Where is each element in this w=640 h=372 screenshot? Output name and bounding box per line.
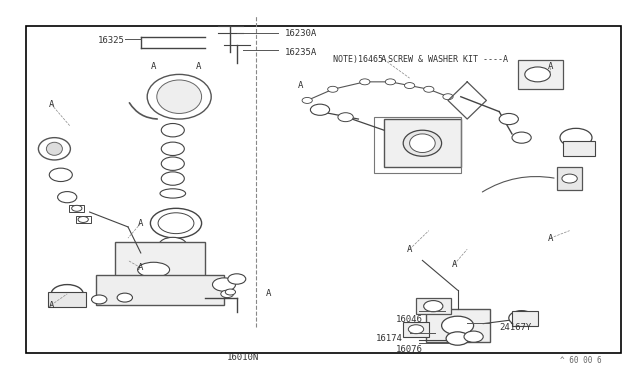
Text: 16076: 16076 (396, 345, 422, 354)
Ellipse shape (47, 142, 63, 155)
Circle shape (499, 113, 518, 125)
Ellipse shape (38, 138, 70, 160)
Circle shape (161, 172, 184, 185)
Circle shape (150, 208, 202, 238)
Text: A: A (298, 81, 303, 90)
Text: NOTE)16465 SCREW & WASHER KIT ----A: NOTE)16465 SCREW & WASHER KIT ----A (333, 55, 508, 64)
Circle shape (560, 128, 592, 147)
Circle shape (562, 174, 577, 183)
Circle shape (310, 104, 330, 115)
Bar (512, 311, 538, 326)
Text: A: A (452, 260, 457, 269)
Bar (426, 309, 490, 342)
Circle shape (78, 217, 88, 222)
Circle shape (51, 285, 83, 303)
Circle shape (338, 113, 353, 122)
Circle shape (360, 79, 370, 85)
Circle shape (161, 157, 184, 170)
Ellipse shape (160, 189, 186, 198)
Text: 16046: 16046 (396, 315, 422, 324)
Text: 16010N: 16010N (227, 353, 259, 362)
Text: A: A (151, 62, 156, 71)
Ellipse shape (147, 74, 211, 119)
Text: 16230A: 16230A (285, 29, 317, 38)
Text: A: A (407, 245, 412, 254)
Bar (563, 141, 595, 156)
Circle shape (92, 295, 107, 304)
Circle shape (49, 168, 72, 182)
Circle shape (328, 86, 338, 92)
Circle shape (443, 94, 453, 100)
Circle shape (228, 274, 246, 284)
Bar (69, 205, 84, 212)
Circle shape (212, 278, 236, 291)
Circle shape (58, 192, 77, 203)
Bar (96, 275, 224, 305)
Bar (115, 242, 205, 279)
Bar (403, 322, 429, 337)
Circle shape (117, 293, 132, 302)
Text: A: A (138, 219, 143, 228)
Ellipse shape (138, 262, 170, 277)
Circle shape (446, 332, 469, 345)
Circle shape (221, 290, 234, 298)
Circle shape (225, 289, 236, 295)
Text: A: A (266, 289, 271, 298)
Circle shape (385, 79, 396, 85)
Circle shape (509, 311, 534, 326)
Bar (374, 117, 461, 173)
Circle shape (159, 237, 187, 254)
Bar (416, 298, 451, 314)
Ellipse shape (403, 130, 442, 156)
Text: 24167Y: 24167Y (499, 323, 531, 332)
Text: 16174: 16174 (376, 334, 403, 343)
Text: 16235A: 16235A (285, 48, 317, 57)
Text: 16325: 16325 (98, 36, 125, 45)
Circle shape (161, 124, 184, 137)
Text: A: A (548, 62, 553, 71)
Circle shape (512, 132, 531, 143)
Bar (48, 292, 86, 307)
Bar (557, 167, 582, 190)
Bar (26, 26, 621, 353)
Circle shape (158, 213, 194, 234)
Text: A: A (381, 55, 387, 64)
Bar (518, 60, 563, 89)
Circle shape (525, 67, 550, 82)
Circle shape (424, 301, 443, 312)
Circle shape (161, 142, 184, 155)
Circle shape (164, 263, 182, 273)
Ellipse shape (410, 134, 435, 153)
Bar (384, 119, 461, 167)
Text: A: A (49, 100, 54, 109)
Circle shape (404, 83, 415, 89)
Circle shape (424, 86, 434, 92)
Circle shape (408, 325, 424, 334)
Text: A: A (49, 301, 54, 310)
Circle shape (464, 331, 483, 342)
Text: A: A (196, 62, 201, 71)
Circle shape (302, 97, 312, 103)
Text: ^ 60 00 6: ^ 60 00 6 (560, 356, 602, 365)
Circle shape (72, 205, 82, 211)
Ellipse shape (157, 80, 202, 113)
Bar (76, 216, 91, 223)
Text: A: A (548, 234, 553, 243)
Circle shape (161, 250, 184, 263)
Text: A: A (138, 263, 143, 272)
Ellipse shape (442, 316, 474, 335)
